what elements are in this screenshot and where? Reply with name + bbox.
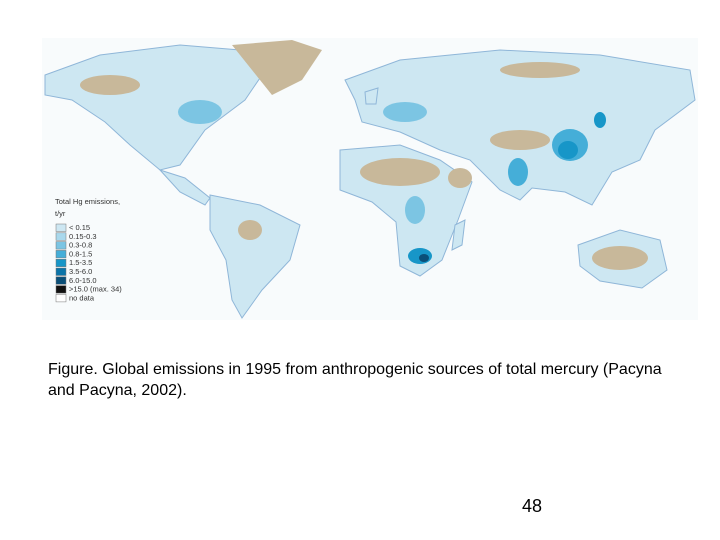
legend-swatch (55, 232, 67, 241)
legend-swatch (55, 250, 67, 259)
page-number: 48 (522, 496, 543, 516)
legend-label: no data (69, 293, 95, 302)
legend-swatch (55, 276, 67, 285)
legend-swatch (55, 294, 67, 303)
legend-unit: t/yr (55, 209, 66, 218)
legend-label: 0.15-0.3 (69, 232, 97, 241)
caption: Figure. Global emissions in 1995 from an… (48, 361, 662, 399)
legend-label: < 0.15 (69, 223, 90, 232)
legend-swatch (55, 267, 67, 276)
legend-label: 0.8-1.5 (69, 249, 92, 258)
world-map: Total Hg emissions, t/yr < 0.150.15-0.30… (42, 38, 698, 320)
legend-title: Total Hg emissions, (55, 197, 120, 206)
legend-swatch (55, 241, 67, 250)
legend-swatch (55, 285, 67, 294)
no-data-areas (80, 40, 648, 270)
legend-swatch (55, 223, 67, 232)
legend-label: 6.0-15.0 (69, 276, 97, 285)
legend: Total Hg emissions, t/yr < 0.150.15-0.30… (55, 197, 122, 302)
emission-hotspots (178, 100, 606, 264)
legend-swatch (55, 258, 67, 267)
legend-label: 0.3-0.8 (69, 241, 92, 250)
land (44, 44, 696, 319)
legend-label: >15.0 (max. 34) (69, 285, 122, 294)
legend-label: 3.5-6.0 (69, 267, 92, 276)
legend-label: 1.5-3.5 (69, 258, 92, 267)
